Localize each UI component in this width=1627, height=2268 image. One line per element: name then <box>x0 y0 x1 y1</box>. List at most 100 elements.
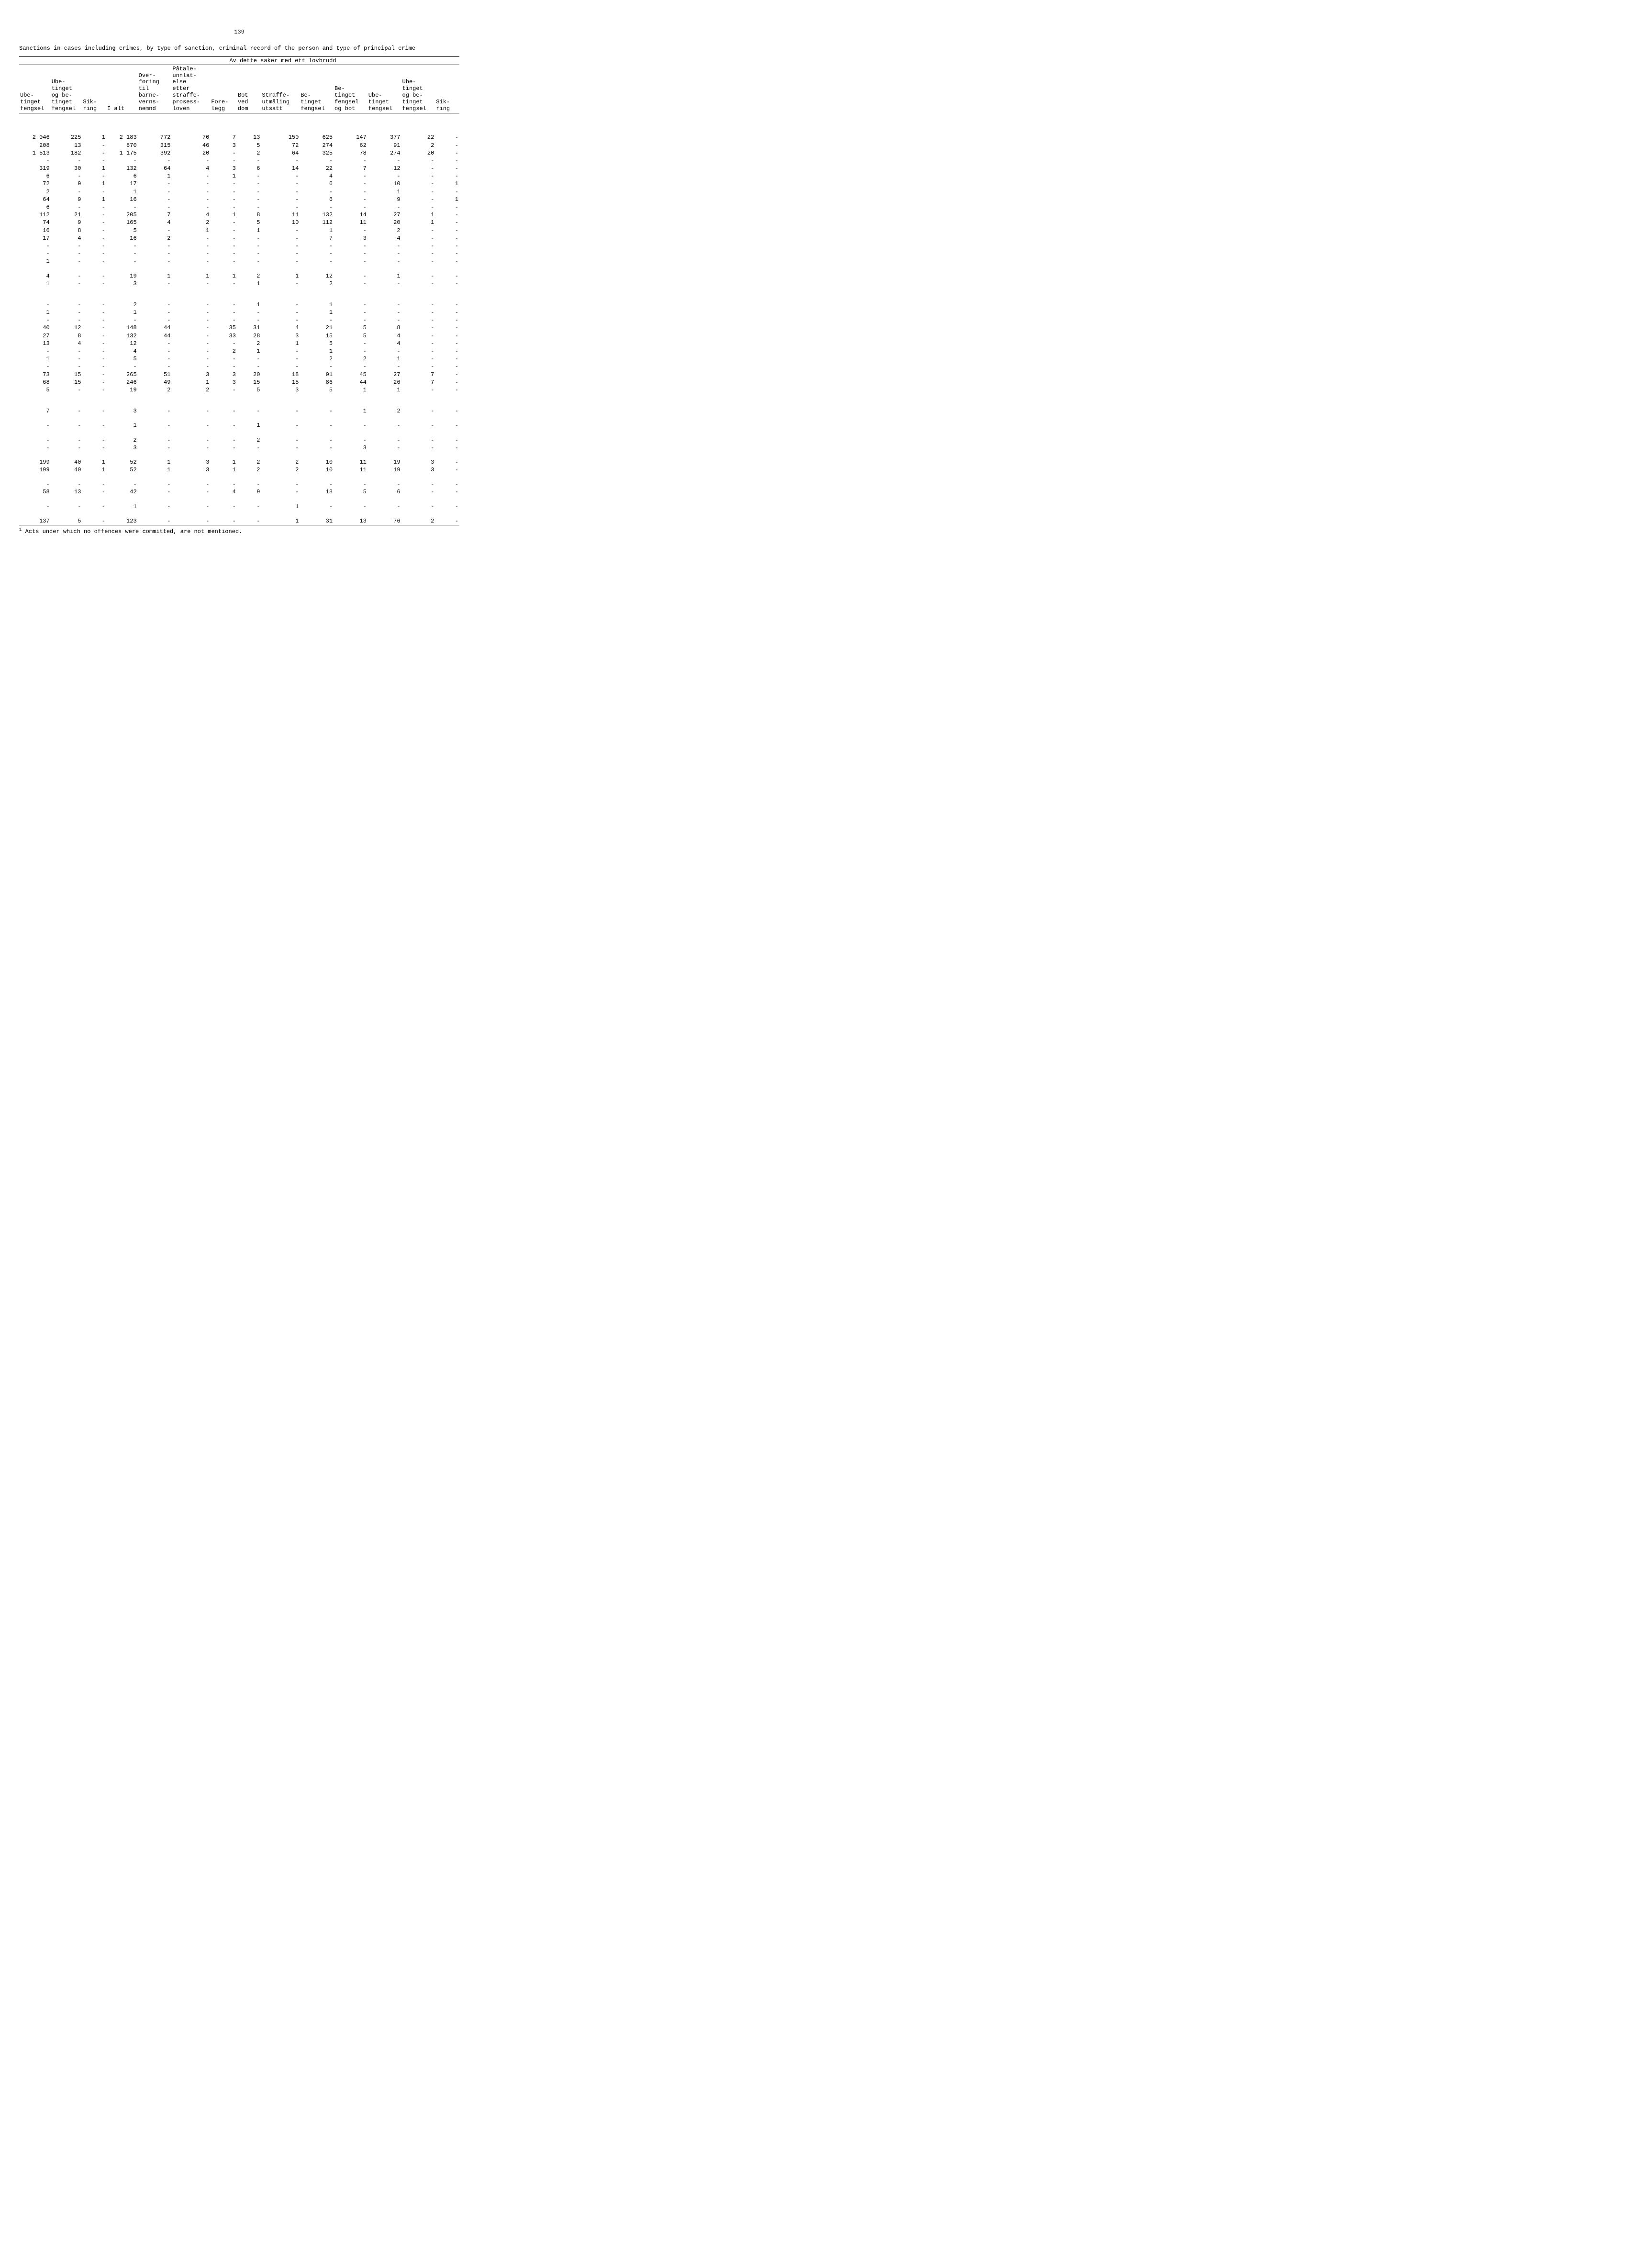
cell: 4 <box>51 340 82 347</box>
cell: 2 <box>171 219 210 226</box>
cell: 7 <box>138 211 172 219</box>
cell: - <box>171 422 210 429</box>
cell: - <box>19 242 51 250</box>
cell: - <box>401 503 435 511</box>
cell: 3 <box>210 165 237 172</box>
cell: 5 <box>106 227 138 234</box>
table-row: 1--5-----221-- <box>19 355 459 363</box>
cell: - <box>401 436 435 444</box>
cell: 1 <box>300 309 334 316</box>
cell: - <box>210 340 237 347</box>
cell: - <box>171 242 210 250</box>
cell: 1 175 <box>106 149 138 157</box>
cell: - <box>51 347 82 355</box>
cell: - <box>435 407 459 415</box>
cell: - <box>237 316 261 324</box>
cell: - <box>210 227 237 234</box>
cell: 22 <box>401 133 435 141</box>
cell: - <box>106 203 138 211</box>
table-row: 1--3---1-2---- <box>19 280 459 288</box>
cell: 8 <box>51 227 82 234</box>
cell: 3 <box>334 444 368 452</box>
cell: - <box>51 157 82 165</box>
cell: - <box>435 355 459 363</box>
table-head: Av dette saker med ett lovbrudd Ube-ting… <box>19 57 459 113</box>
cell: 1 <box>106 503 138 511</box>
cell: 15 <box>300 332 334 340</box>
cell: 1 <box>368 355 401 363</box>
cell: - <box>171 332 210 340</box>
cell: 12 <box>51 324 82 332</box>
cell: 12 <box>106 340 138 347</box>
cell: - <box>261 172 300 180</box>
cell: - <box>334 157 368 165</box>
cell: - <box>171 363 210 370</box>
footnote-text: Acts under which no offences were commit… <box>25 528 243 535</box>
cell: - <box>82 219 106 226</box>
table-row: 6------------- <box>19 203 459 211</box>
cell: - <box>210 444 237 452</box>
cell: - <box>435 165 459 172</box>
cell: 2 <box>138 386 172 394</box>
col-header: Sik-ring <box>82 65 106 113</box>
cell: - <box>368 203 401 211</box>
cell: - <box>138 517 172 525</box>
cell: 8 <box>368 324 401 332</box>
cell: - <box>435 157 459 165</box>
cell: 4 <box>51 234 82 242</box>
col-header: Ube-tingetfengsel <box>19 65 51 113</box>
cell: 2 <box>237 458 261 466</box>
cell: - <box>82 488 106 496</box>
cell: - <box>51 301 82 309</box>
cell: 12 <box>300 272 334 280</box>
cell: 1 <box>300 301 334 309</box>
cell: 137 <box>19 517 51 525</box>
cell: - <box>82 211 106 219</box>
cell: 11 <box>261 211 300 219</box>
cell: - <box>368 480 401 488</box>
cell: 91 <box>300 371 334 378</box>
cell: - <box>334 227 368 234</box>
cell: - <box>82 280 106 288</box>
cell: 72 <box>261 142 300 149</box>
cell: 68 <box>19 378 51 386</box>
cell: 28 <box>237 332 261 340</box>
cell: - <box>401 422 435 429</box>
cell: 19 <box>368 466 401 474</box>
cell: - <box>435 227 459 234</box>
table-body: 2 04622512 1837727071315062514737722-208… <box>19 113 459 525</box>
table-row: 5--1922-53511-- <box>19 386 459 394</box>
cell: - <box>237 188 261 196</box>
cell: 3 <box>210 142 237 149</box>
cell: 1 <box>261 340 300 347</box>
cell: - <box>435 301 459 309</box>
cell: 19 <box>106 386 138 394</box>
cell: - <box>435 458 459 466</box>
cell: 6 <box>19 172 51 180</box>
cell: - <box>237 157 261 165</box>
cell: 1 <box>368 272 401 280</box>
table-row: ---3------3--- <box>19 444 459 452</box>
cell: - <box>138 488 172 496</box>
cell: - <box>261 355 300 363</box>
cell: - <box>82 378 106 386</box>
table-row: ---1---1------ <box>19 422 459 429</box>
cell: 274 <box>300 142 334 149</box>
cell: - <box>51 309 82 316</box>
cell: 16 <box>106 196 138 203</box>
cell: - <box>51 203 82 211</box>
cell: - <box>261 196 300 203</box>
cell: - <box>171 301 210 309</box>
cell: - <box>237 172 261 180</box>
cell: 10 <box>368 180 401 188</box>
cell: - <box>51 242 82 250</box>
cell: 31 <box>300 517 334 525</box>
cell: - <box>401 257 435 265</box>
table-caption: Sanctions in cases including crimes, by … <box>19 45 459 53</box>
cell: - <box>368 436 401 444</box>
col-header: Over-føringtilbarne-verns-nemnd <box>138 65 172 113</box>
cell: - <box>401 196 435 203</box>
cell: - <box>82 157 106 165</box>
cell: - <box>368 172 401 180</box>
cell: - <box>82 234 106 242</box>
